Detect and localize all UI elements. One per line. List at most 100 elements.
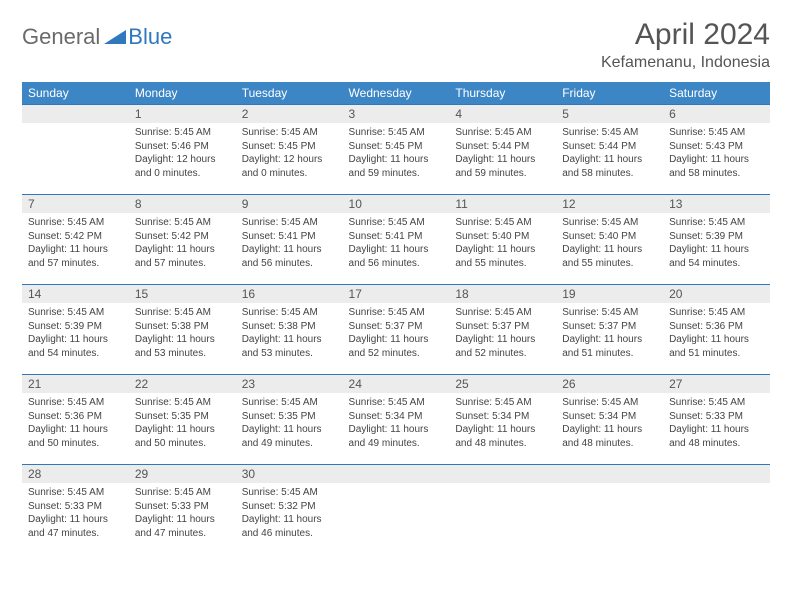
day-number: 14 — [22, 285, 129, 303]
daylight-text: Daylight: 11 hours and 56 minutes. — [349, 243, 444, 270]
calendar-day-cell: 22Sunrise: 5:45 AMSunset: 5:35 PMDayligh… — [129, 375, 236, 465]
calendar-day-cell: 2Sunrise: 5:45 AMSunset: 5:45 PMDaylight… — [236, 105, 343, 195]
day-body: Sunrise: 5:45 AMSunset: 5:45 PMDaylight:… — [236, 123, 343, 186]
calendar-week-row: 21Sunrise: 5:45 AMSunset: 5:36 PMDayligh… — [22, 375, 770, 465]
day-body: Sunrise: 5:45 AMSunset: 5:41 PMDaylight:… — [343, 213, 450, 276]
sunrise-text: Sunrise: 5:45 AM — [562, 396, 657, 410]
day-body: Sunrise: 5:45 AMSunset: 5:33 PMDaylight:… — [129, 483, 236, 546]
day-body: Sunrise: 5:45 AMSunset: 5:37 PMDaylight:… — [343, 303, 450, 366]
sunset-text: Sunset: 5:33 PM — [135, 500, 230, 514]
daylight-text: Daylight: 12 hours and 0 minutes. — [242, 153, 337, 180]
day-number: 25 — [449, 375, 556, 393]
daylight-text: Daylight: 11 hours and 47 minutes. — [135, 513, 230, 540]
day-body: Sunrise: 5:45 AMSunset: 5:44 PMDaylight:… — [449, 123, 556, 186]
sunrise-text: Sunrise: 5:45 AM — [135, 396, 230, 410]
sunrise-text: Sunrise: 5:45 AM — [455, 216, 550, 230]
day-number: 12 — [556, 195, 663, 213]
daylight-text: Daylight: 11 hours and 55 minutes. — [562, 243, 657, 270]
calendar-day-cell — [663, 465, 770, 555]
day-body: Sunrise: 5:45 AMSunset: 5:42 PMDaylight:… — [129, 213, 236, 276]
day-body: Sunrise: 5:45 AMSunset: 5:34 PMDaylight:… — [556, 393, 663, 456]
sunrise-text: Sunrise: 5:45 AM — [242, 396, 337, 410]
daylight-text: Daylight: 11 hours and 48 minutes. — [562, 423, 657, 450]
day-number: 18 — [449, 285, 556, 303]
day-number-empty — [449, 465, 556, 483]
sunrise-text: Sunrise: 5:45 AM — [669, 216, 764, 230]
daylight-text: Daylight: 11 hours and 55 minutes. — [455, 243, 550, 270]
sunset-text: Sunset: 5:32 PM — [242, 500, 337, 514]
day-number: 29 — [129, 465, 236, 483]
sunrise-text: Sunrise: 5:45 AM — [242, 486, 337, 500]
day-number-empty — [343, 465, 450, 483]
calendar-day-cell: 20Sunrise: 5:45 AMSunset: 5:36 PMDayligh… — [663, 285, 770, 375]
day-body: Sunrise: 5:45 AMSunset: 5:32 PMDaylight:… — [236, 483, 343, 546]
sunrise-text: Sunrise: 5:45 AM — [242, 216, 337, 230]
day-body-empty — [663, 483, 770, 543]
day-body-empty — [449, 483, 556, 543]
day-body: Sunrise: 5:45 AMSunset: 5:33 PMDaylight:… — [22, 483, 129, 546]
day-number: 9 — [236, 195, 343, 213]
calendar-day-cell: 3Sunrise: 5:45 AMSunset: 5:45 PMDaylight… — [343, 105, 450, 195]
day-number: 4 — [449, 105, 556, 123]
day-number-empty — [663, 465, 770, 483]
day-body: Sunrise: 5:45 AMSunset: 5:42 PMDaylight:… — [22, 213, 129, 276]
calendar-day-cell: 23Sunrise: 5:45 AMSunset: 5:35 PMDayligh… — [236, 375, 343, 465]
day-number: 1 — [129, 105, 236, 123]
weekday-header-row: Sunday Monday Tuesday Wednesday Thursday… — [22, 82, 770, 105]
day-number: 7 — [22, 195, 129, 213]
calendar-day-cell: 9Sunrise: 5:45 AMSunset: 5:41 PMDaylight… — [236, 195, 343, 285]
daylight-text: Daylight: 11 hours and 51 minutes. — [562, 333, 657, 360]
sunrise-text: Sunrise: 5:45 AM — [135, 216, 230, 230]
sunset-text: Sunset: 5:42 PM — [135, 230, 230, 244]
sunrise-text: Sunrise: 5:45 AM — [562, 306, 657, 320]
daylight-text: Daylight: 11 hours and 47 minutes. — [28, 513, 123, 540]
sunset-text: Sunset: 5:34 PM — [349, 410, 444, 424]
day-number: 21 — [22, 375, 129, 393]
daylight-text: Daylight: 11 hours and 51 minutes. — [669, 333, 764, 360]
daylight-text: Daylight: 11 hours and 53 minutes. — [135, 333, 230, 360]
day-body: Sunrise: 5:45 AMSunset: 5:35 PMDaylight:… — [236, 393, 343, 456]
daylight-text: Daylight: 11 hours and 50 minutes. — [135, 423, 230, 450]
day-body: Sunrise: 5:45 AMSunset: 5:45 PMDaylight:… — [343, 123, 450, 186]
sunrise-text: Sunrise: 5:45 AM — [28, 216, 123, 230]
day-number: 23 — [236, 375, 343, 393]
day-body: Sunrise: 5:45 AMSunset: 5:35 PMDaylight:… — [129, 393, 236, 456]
day-body: Sunrise: 5:45 AMSunset: 5:38 PMDaylight:… — [129, 303, 236, 366]
sunset-text: Sunset: 5:40 PM — [562, 230, 657, 244]
calendar-day-cell: 11Sunrise: 5:45 AMSunset: 5:40 PMDayligh… — [449, 195, 556, 285]
calendar-day-cell: 8Sunrise: 5:45 AMSunset: 5:42 PMDaylight… — [129, 195, 236, 285]
logo-text-blue: Blue — [128, 24, 172, 50]
sunset-text: Sunset: 5:34 PM — [455, 410, 550, 424]
sunrise-text: Sunrise: 5:45 AM — [242, 306, 337, 320]
day-number-empty — [22, 105, 129, 123]
day-number: 10 — [343, 195, 450, 213]
day-body: Sunrise: 5:45 AMSunset: 5:36 PMDaylight:… — [22, 393, 129, 456]
sunrise-text: Sunrise: 5:45 AM — [28, 306, 123, 320]
sunset-text: Sunset: 5:44 PM — [562, 140, 657, 154]
logo: General Blue — [22, 24, 172, 50]
weekday-header: Friday — [556, 82, 663, 105]
day-number: 8 — [129, 195, 236, 213]
daylight-text: Daylight: 11 hours and 58 minutes. — [669, 153, 764, 180]
day-body: Sunrise: 5:45 AMSunset: 5:40 PMDaylight:… — [449, 213, 556, 276]
sunrise-text: Sunrise: 5:45 AM — [349, 306, 444, 320]
calendar-day-cell: 7Sunrise: 5:45 AMSunset: 5:42 PMDaylight… — [22, 195, 129, 285]
title-block: April 2024 Kefamenanu, Indonesia — [601, 18, 770, 72]
day-body: Sunrise: 5:45 AMSunset: 5:39 PMDaylight:… — [663, 213, 770, 276]
sunset-text: Sunset: 5:33 PM — [669, 410, 764, 424]
day-body: Sunrise: 5:45 AMSunset: 5:39 PMDaylight:… — [22, 303, 129, 366]
weekday-header: Monday — [129, 82, 236, 105]
daylight-text: Daylight: 11 hours and 50 minutes. — [28, 423, 123, 450]
day-number: 16 — [236, 285, 343, 303]
calendar-day-cell: 16Sunrise: 5:45 AMSunset: 5:38 PMDayligh… — [236, 285, 343, 375]
sunset-text: Sunset: 5:42 PM — [28, 230, 123, 244]
sunrise-text: Sunrise: 5:45 AM — [669, 396, 764, 410]
calendar-table: Sunday Monday Tuesday Wednesday Thursday… — [22, 82, 770, 555]
day-number: 2 — [236, 105, 343, 123]
day-body: Sunrise: 5:45 AMSunset: 5:38 PMDaylight:… — [236, 303, 343, 366]
day-body: Sunrise: 5:45 AMSunset: 5:33 PMDaylight:… — [663, 393, 770, 456]
sunset-text: Sunset: 5:45 PM — [349, 140, 444, 154]
sunset-text: Sunset: 5:46 PM — [135, 140, 230, 154]
day-body-empty — [343, 483, 450, 543]
day-number: 15 — [129, 285, 236, 303]
